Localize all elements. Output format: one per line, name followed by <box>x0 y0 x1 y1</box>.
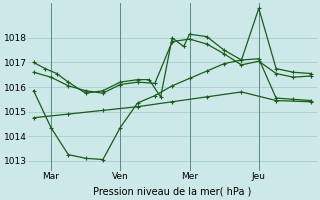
X-axis label: Pression niveau de la mer( hPa ): Pression niveau de la mer( hPa ) <box>93 187 252 197</box>
